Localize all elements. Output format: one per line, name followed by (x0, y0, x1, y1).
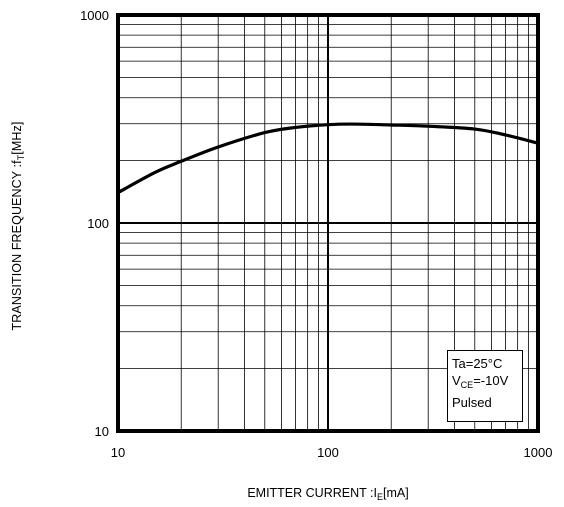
y-axis-label: TRANSITION FREQUENCY :fT[MHz] (8, 36, 28, 416)
x-tick-label: 100 (317, 445, 339, 460)
temperature-label: Ta=25°C (452, 356, 503, 371)
y-tick-label: 100 (87, 216, 109, 231)
x-tick-label: 10 (111, 445, 125, 460)
y-axis-label-tail: [MHz] (10, 121, 24, 155)
y-tick-label: 1000 (80, 8, 109, 23)
x-axis-label: EMITTER CURRENT :IE[mA] (118, 486, 538, 502)
pulsed-label: Pulsed (452, 395, 492, 410)
plot-frame (116, 13, 540, 433)
vce-label: VCE=-10V (452, 372, 518, 394)
y-axis-label-sub: T (16, 154, 26, 161)
x-axis-label-tail: [mA] (382, 486, 409, 500)
x-tick-label: 1000 (524, 445, 553, 460)
y-tick-label: 10 (95, 424, 109, 439)
x-axis-label-sub: E (376, 492, 383, 502)
vce-sub: CE (460, 380, 474, 390)
vce-tail: =-10V (473, 373, 509, 388)
vce-main: V (452, 373, 461, 388)
curve-layer (116, 122, 540, 195)
x-axis-label-main: EMITTER CURRENT :I (247, 486, 377, 500)
conditions-box: Ta=25°C VCE=-10V Pulsed (447, 350, 523, 422)
ft-curve (116, 122, 540, 195)
tick-labels: 10 100 1000 10 100 1000 (80, 8, 552, 460)
y-axis-label-main: TRANSITION FREQUENCY :f (10, 160, 24, 331)
